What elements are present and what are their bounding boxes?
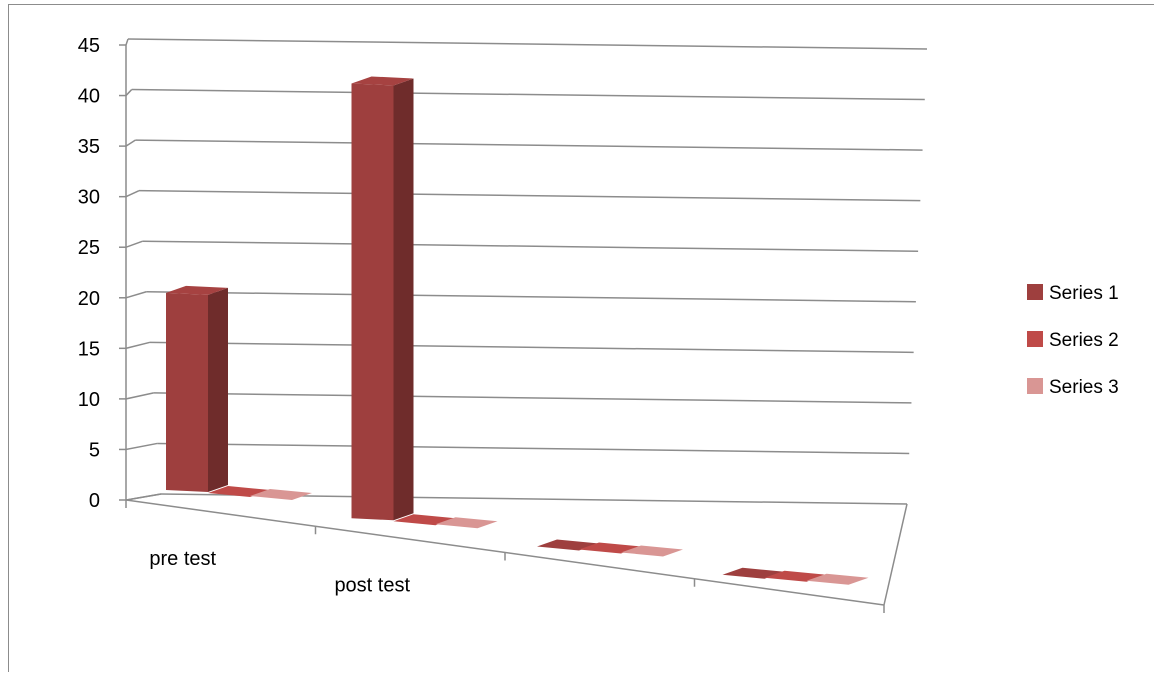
bar-series-2 <box>764 570 827 582</box>
y-tick-label: 15 <box>78 338 100 360</box>
y-tick-label: 35 <box>78 136 100 158</box>
floor-markers <box>208 486 869 585</box>
legend-label: Series 3 <box>1049 377 1119 398</box>
y-tick-label: 25 <box>78 237 100 259</box>
bar-series-2 <box>579 542 641 554</box>
y-tick-label: 20 <box>78 288 100 310</box>
bar-side <box>393 78 414 521</box>
y-tick-label: 30 <box>78 187 100 209</box>
bar-front <box>166 292 208 492</box>
gridlines <box>125 38 928 505</box>
side-gridline <box>125 89 133 97</box>
legend-swatch <box>1027 378 1043 394</box>
x-tick-labels: pre test post test <box>149 548 410 596</box>
x-tick-label: post test <box>334 574 410 596</box>
y-tick-label: 10 <box>78 389 100 411</box>
bar-front <box>351 83 394 521</box>
bar-series-1 <box>722 567 785 579</box>
gridline <box>149 341 914 354</box>
gridline <box>142 240 919 252</box>
side-gridline <box>125 392 154 400</box>
gridline <box>157 442 910 455</box>
bar-series-2 <box>393 514 456 526</box>
y-tick-label: 45 <box>78 35 100 57</box>
side-gridline <box>125 38 129 46</box>
gridline <box>138 189 921 202</box>
x-tick-label: pre test <box>149 548 216 570</box>
legend-label: Series 2 <box>1049 330 1119 351</box>
legend: Series 1 Series 2 Series 3 <box>1027 283 1119 398</box>
bar-series-1 <box>537 539 599 551</box>
gridline <box>153 392 912 404</box>
gridline <box>146 291 916 303</box>
side-gridline <box>125 189 140 198</box>
bar-series-3 <box>621 545 683 557</box>
bar-side <box>208 287 228 492</box>
side-gridline <box>125 341 151 350</box>
gridline <box>127 38 928 50</box>
bar-series-3 <box>435 517 498 529</box>
axes <box>119 44 908 613</box>
side-gridline <box>125 442 158 451</box>
bars <box>166 76 414 521</box>
legend-swatch <box>1027 331 1043 347</box>
bar-top <box>166 285 228 295</box>
chart-frame <box>8 4 1154 672</box>
bar-top <box>351 76 414 86</box>
y-tick-label: 5 <box>89 439 100 461</box>
gridline <box>131 88 925 101</box>
bar-series-3 <box>806 573 869 585</box>
legend-label: Series 1 <box>1049 283 1119 304</box>
y-tick-label: 40 <box>78 86 100 108</box>
bar-series-3 <box>250 489 312 500</box>
y-tick-labels: 0 5 10 15 20 25 30 35 40 45 <box>78 35 100 512</box>
side-gridline <box>125 139 136 147</box>
floor-left-edge <box>125 493 162 501</box>
side-gridline <box>125 240 143 248</box>
side-gridline <box>125 291 147 299</box>
legend-swatch <box>1027 284 1043 300</box>
bar-series-2 <box>208 486 270 497</box>
floor-right-edge <box>883 503 908 606</box>
y-tick-label: 0 <box>89 490 100 512</box>
gridline <box>135 139 923 151</box>
